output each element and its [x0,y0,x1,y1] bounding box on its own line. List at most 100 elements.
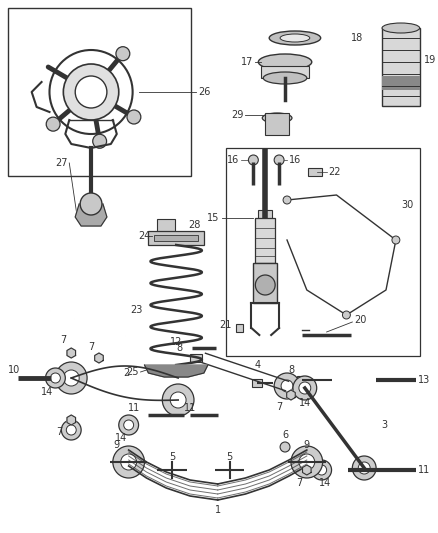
Bar [255,218,275,263]
Circle shape [46,117,60,131]
Text: 16: 16 [227,155,240,165]
Text: 19: 19 [424,55,436,65]
Circle shape [64,370,79,386]
Polygon shape [287,390,295,400]
Text: 1: 1 [215,505,221,515]
Text: 16: 16 [289,155,301,165]
Bar [155,235,198,241]
Circle shape [124,420,134,430]
Text: 23: 23 [130,305,142,315]
Ellipse shape [263,72,307,84]
Circle shape [358,462,370,474]
Ellipse shape [269,31,321,45]
Bar [226,148,420,356]
Text: 24: 24 [138,231,150,241]
Bar [258,210,272,220]
Polygon shape [145,365,208,377]
Circle shape [61,420,81,440]
Bar [261,66,309,78]
Bar [190,354,202,362]
Text: 21: 21 [219,320,232,330]
Circle shape [291,446,323,478]
Text: 20: 20 [354,315,367,325]
Bar [157,219,175,231]
Ellipse shape [382,23,420,33]
Text: 14: 14 [299,398,311,408]
Text: 11: 11 [184,403,196,413]
Text: 7: 7 [56,427,63,437]
Circle shape [66,425,76,435]
Polygon shape [67,415,75,425]
Ellipse shape [262,113,292,123]
Text: 6: 6 [282,430,288,440]
Circle shape [255,275,275,295]
Text: 4: 4 [254,360,261,370]
Text: 29: 29 [231,110,244,120]
Circle shape [46,368,65,388]
Circle shape [392,236,400,244]
Circle shape [119,415,138,435]
Polygon shape [303,465,311,475]
Bar [308,168,321,176]
Text: 7: 7 [60,335,67,345]
Text: 8: 8 [289,365,295,375]
Text: 26: 26 [198,87,210,97]
Text: 14: 14 [115,433,127,443]
Text: 12: 12 [170,337,182,347]
Bar [148,231,204,245]
Bar [8,8,191,176]
Circle shape [283,196,291,204]
Circle shape [352,456,376,480]
Text: 7: 7 [296,478,302,488]
Polygon shape [95,353,103,363]
Ellipse shape [280,34,310,42]
Circle shape [127,110,141,124]
Circle shape [50,373,60,383]
Text: 3: 3 [381,420,387,430]
Polygon shape [75,204,107,226]
Circle shape [121,454,137,470]
Circle shape [170,392,186,408]
Text: 5: 5 [226,452,233,462]
Circle shape [299,382,311,394]
Circle shape [162,384,194,416]
Circle shape [80,193,102,215]
Text: 9: 9 [304,440,310,450]
Circle shape [274,155,284,165]
Text: 30: 30 [401,200,413,210]
Text: 14: 14 [41,387,53,397]
Circle shape [293,376,317,400]
Text: 8: 8 [176,343,182,353]
Bar [382,76,420,90]
Bar [236,324,244,332]
Text: 10: 10 [8,365,20,375]
Text: 5: 5 [169,452,175,462]
Text: 27: 27 [55,158,67,168]
Text: 11: 11 [418,465,430,475]
Text: 22: 22 [328,167,341,177]
Text: 28: 28 [188,220,201,230]
Bar [382,28,420,106]
Text: 17: 17 [241,57,253,67]
Text: 7: 7 [88,342,94,352]
Circle shape [299,454,315,470]
Text: 14: 14 [318,478,331,488]
Text: 15: 15 [207,213,220,223]
Circle shape [312,460,332,480]
Circle shape [93,134,106,148]
Circle shape [248,155,258,165]
Circle shape [75,76,107,108]
Circle shape [113,446,145,478]
Circle shape [64,64,119,120]
Bar [253,263,277,303]
Circle shape [317,465,327,475]
Text: 2: 2 [124,368,130,378]
Text: 9: 9 [114,440,120,450]
Text: 13: 13 [418,375,430,385]
Circle shape [116,47,130,61]
Polygon shape [67,348,75,358]
Ellipse shape [258,54,312,70]
Circle shape [274,373,300,399]
Bar [252,379,262,387]
Text: 25: 25 [126,367,138,377]
